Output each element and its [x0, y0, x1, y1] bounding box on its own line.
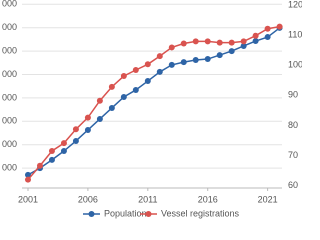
- point: [108, 83, 115, 90]
- point: [48, 156, 55, 163]
- point: [192, 56, 199, 63]
- y-tick-label: 000: [2, 162, 17, 172]
- point: [216, 52, 223, 59]
- y-tick-label: 000: [2, 69, 17, 79]
- point: [180, 40, 187, 47]
- point: [252, 38, 259, 45]
- y2-tick-label: 70: [288, 150, 298, 160]
- x-tick-label: 2011: [138, 194, 157, 204]
- point: [240, 38, 247, 45]
- point: [204, 38, 211, 45]
- chart: 000 000 000 000 000 000 000 000 60 70 80 90 100 110 12…: [2, 0, 302, 218]
- y-tick-label: 000: [2, 139, 17, 149]
- x-tick-label: 2001: [18, 194, 38, 204]
- point: [228, 39, 235, 46]
- x-tick-label: 2006: [78, 194, 98, 204]
- y-tick-label: 000: [2, 45, 17, 55]
- point: [168, 44, 175, 51]
- point: [24, 176, 31, 183]
- point: [156, 53, 163, 60]
- point: [252, 32, 259, 39]
- point: [216, 39, 223, 46]
- y2-tick-label: 120: [288, 0, 302, 9]
- point: [180, 59, 187, 66]
- y2-tick-label: 60: [288, 180, 298, 190]
- point: [60, 140, 67, 147]
- point: [144, 78, 151, 85]
- point: [144, 61, 151, 68]
- y-tick-label: 000: [2, 0, 17, 9]
- point: [24, 171, 31, 178]
- point: [60, 148, 67, 155]
- page: {"chart_data": {"type": "line", "x": [20…: [1, 0, 302, 219]
- point: [108, 104, 115, 111]
- point: [276, 23, 283, 30]
- series-line: [27, 27, 281, 176]
- point: [204, 56, 211, 63]
- y2-tick-label: 100: [288, 60, 302, 70]
- y-tick-label: 000: [2, 116, 17, 126]
- legend-dot: [88, 211, 95, 217]
- point: [132, 86, 139, 93]
- series-line: [27, 25, 280, 181]
- point: [84, 126, 91, 133]
- y-tick-label: 000: [2, 92, 17, 102]
- point: [132, 67, 139, 74]
- y2-tick-label: 90: [288, 90, 298, 100]
- point: [48, 147, 55, 154]
- point: [72, 126, 79, 133]
- point: [264, 25, 271, 32]
- y-tick-label: 000: [2, 22, 17, 32]
- legend-label: Population: [104, 208, 147, 218]
- y2-tick-label: 110: [288, 29, 302, 39]
- point: [120, 93, 127, 100]
- point: [120, 73, 127, 80]
- point: [96, 115, 103, 122]
- y2-tick-label: 80: [288, 120, 298, 130]
- point: [168, 61, 175, 68]
- point: [240, 42, 247, 49]
- point: [192, 38, 199, 45]
- point: [84, 114, 91, 121]
- point: [72, 137, 79, 144]
- point: [96, 97, 103, 104]
- x-tick-label: 2021: [258, 194, 278, 204]
- x-tick-label: 2016: [198, 194, 218, 204]
- point: [36, 162, 43, 169]
- point: [228, 48, 235, 55]
- point: [156, 68, 163, 75]
- legend-label: Vessel registrations: [161, 208, 240, 218]
- point: [264, 34, 271, 41]
- legend-dot: [145, 211, 152, 217]
